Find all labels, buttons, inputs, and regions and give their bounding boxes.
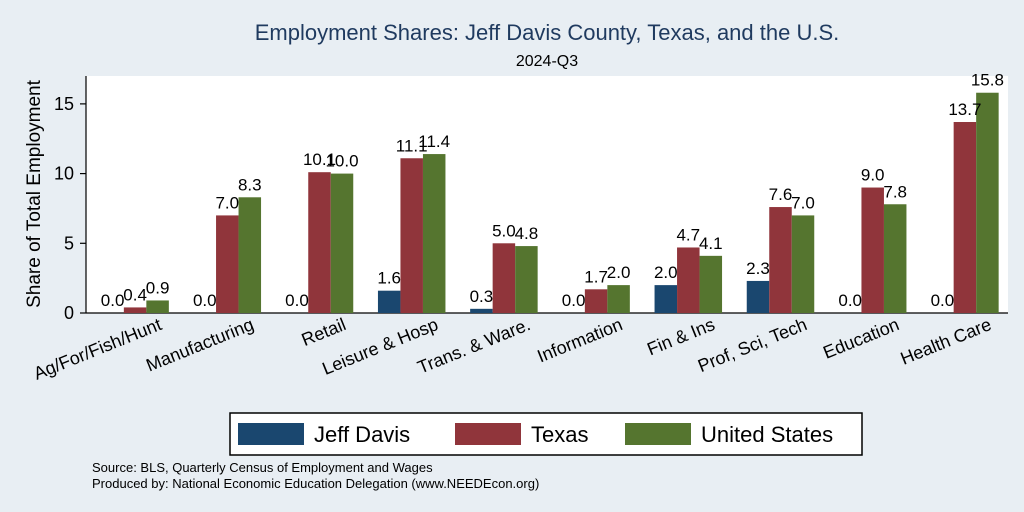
bar bbox=[400, 158, 423, 313]
data-label: 0.0 bbox=[838, 291, 862, 310]
data-label: 0.0 bbox=[193, 291, 217, 310]
chart-subtitle: 2024-Q3 bbox=[516, 53, 578, 70]
chart-title: Employment Shares: Jeff Davis County, Te… bbox=[255, 20, 840, 45]
bar bbox=[238, 197, 262, 313]
bars bbox=[123, 92, 999, 314]
bar bbox=[883, 204, 907, 313]
bar bbox=[584, 289, 608, 313]
data-label: 10.1 bbox=[303, 150, 336, 169]
bar bbox=[492, 243, 516, 313]
category-label: Information bbox=[534, 314, 625, 366]
legend-swatch bbox=[238, 423, 304, 445]
y-tick-label: 15 bbox=[54, 94, 74, 114]
bar bbox=[746, 280, 770, 313]
data-label: 4.8 bbox=[515, 224, 539, 243]
bar bbox=[470, 308, 493, 313]
bar bbox=[515, 246, 538, 313]
bar bbox=[422, 154, 446, 313]
bar bbox=[953, 122, 977, 313]
data-label: 0.0 bbox=[562, 291, 586, 310]
data-label: 10.0 bbox=[325, 152, 358, 171]
bar bbox=[216, 215, 239, 313]
legend-swatch bbox=[625, 423, 691, 445]
produced-by-note: Produced by: National Economic Education… bbox=[92, 476, 539, 491]
data-label: 0.0 bbox=[101, 291, 125, 310]
bar bbox=[607, 285, 630, 313]
y-tick-label: 0 bbox=[64, 303, 74, 323]
data-label: 1.6 bbox=[377, 269, 401, 288]
y-tick-label: 5 bbox=[64, 233, 74, 253]
bar bbox=[146, 300, 169, 313]
y-axis-label: Share of Total Employment bbox=[24, 79, 45, 307]
data-label: 13.7 bbox=[948, 100, 981, 119]
data-label: 0.9 bbox=[146, 278, 170, 297]
bar bbox=[699, 255, 723, 313]
legend-box bbox=[229, 412, 863, 456]
data-label: 4.7 bbox=[676, 225, 700, 244]
bar bbox=[791, 215, 815, 313]
data-label: 7.6 bbox=[769, 185, 793, 204]
data-label: 0.0 bbox=[285, 291, 309, 310]
data-label: 0.0 bbox=[931, 291, 955, 310]
source-note: Source: BLS, Quarterly Census of Employm… bbox=[92, 460, 433, 475]
bar bbox=[861, 187, 884, 313]
bar bbox=[769, 207, 792, 313]
bar bbox=[123, 307, 147, 313]
legend-swatch bbox=[455, 423, 521, 445]
data-label: 9.0 bbox=[861, 166, 885, 185]
data-label: 7.0 bbox=[215, 193, 239, 212]
legend-label: United States bbox=[701, 422, 833, 447]
category-label: Health Care bbox=[898, 314, 995, 369]
bar bbox=[330, 173, 354, 313]
data-label: 2.3 bbox=[746, 259, 770, 278]
data-label: 8.3 bbox=[238, 175, 262, 194]
category-label: Ag/For/Fish/Hunt bbox=[31, 314, 165, 384]
category-label: Retail bbox=[299, 314, 349, 350]
data-label: 7.8 bbox=[883, 182, 907, 201]
data-label: 11.1 bbox=[396, 136, 428, 155]
data-label: 11.4 bbox=[418, 132, 450, 151]
bar bbox=[308, 172, 331, 313]
data-labels: 0.00.40.90.07.08.30.010.110.01.611.111.4… bbox=[101, 71, 1004, 310]
data-label: 1.7 bbox=[584, 267, 608, 286]
y-tick-label: 10 bbox=[54, 164, 74, 184]
legend-label: Texas bbox=[531, 422, 588, 447]
data-label: 7.0 bbox=[791, 193, 815, 212]
category-label: Education bbox=[820, 314, 902, 363]
data-label: 0.3 bbox=[470, 287, 494, 306]
data-label: 2.0 bbox=[654, 263, 678, 282]
legend-label: Jeff Davis bbox=[314, 422, 410, 447]
bar bbox=[654, 285, 678, 313]
data-label: 15.8 bbox=[971, 71, 1004, 90]
data-label: 5.0 bbox=[492, 221, 516, 240]
bar bbox=[377, 290, 401, 313]
bar bbox=[677, 247, 700, 313]
data-label: 0.4 bbox=[123, 285, 147, 304]
legend: Jeff Davis Texas United States bbox=[229, 412, 863, 456]
data-label: 2.0 bbox=[607, 263, 631, 282]
bar bbox=[976, 92, 999, 314]
data-label: 4.1 bbox=[699, 234, 723, 253]
